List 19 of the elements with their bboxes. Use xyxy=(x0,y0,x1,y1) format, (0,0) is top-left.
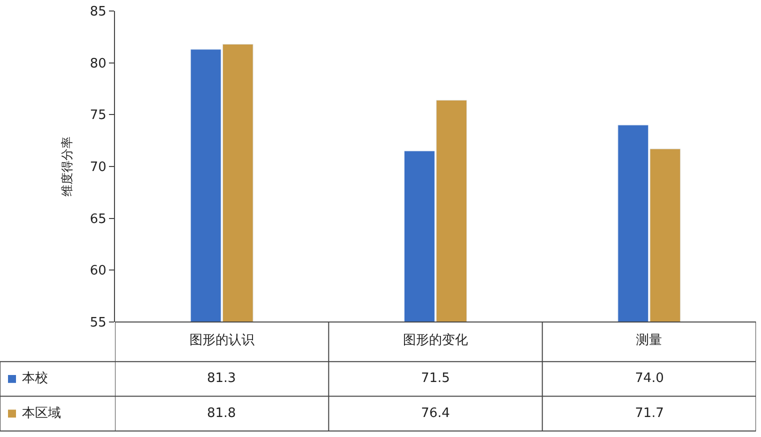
y-tick-label: 70 xyxy=(90,160,106,176)
data-label: 81.8 xyxy=(207,406,236,421)
y-tick-label: 60 xyxy=(90,264,106,279)
y-tick-label: 75 xyxy=(90,108,106,124)
data-label: 71.5 xyxy=(421,371,450,386)
x-tick-label: 图形的认识 xyxy=(189,333,254,348)
y-tick-label: 80 xyxy=(90,56,106,72)
y-axis-title: 维度得分率 xyxy=(60,136,74,196)
y-tick-label: 55 xyxy=(90,316,106,331)
y-tick-label: 85 xyxy=(90,4,106,20)
data-label: 81.3 xyxy=(207,371,236,386)
legend-label: 本校 xyxy=(22,371,48,386)
data-label: 74.0 xyxy=(635,371,664,386)
data-label: 76.4 xyxy=(421,406,450,421)
x-tick-label: 图形的变化 xyxy=(403,333,468,348)
data-label: 71.7 xyxy=(635,406,664,421)
legend-label: 本区域 xyxy=(22,406,61,421)
y-tick-label: 65 xyxy=(90,212,106,227)
x-tick-label: 测量 xyxy=(636,333,662,348)
